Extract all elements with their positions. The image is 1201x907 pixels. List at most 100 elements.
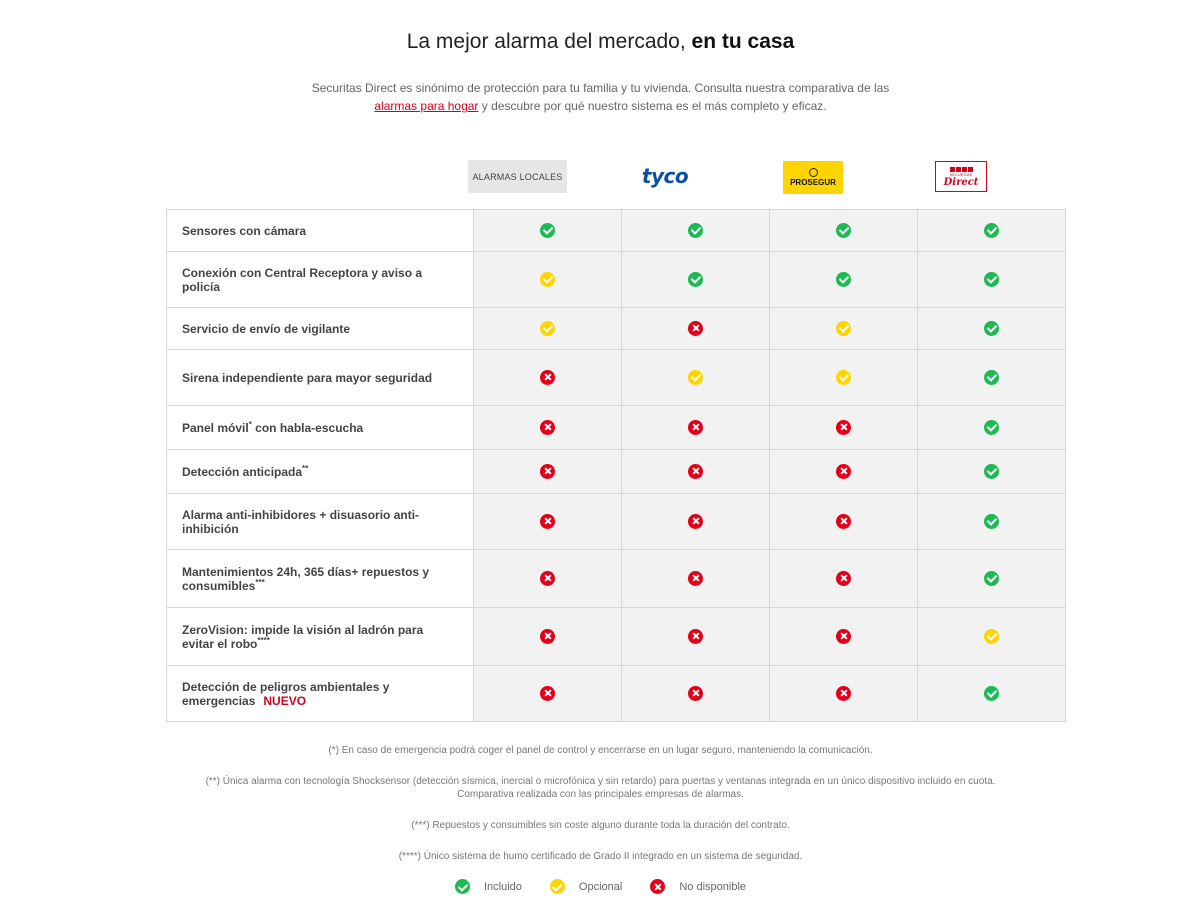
cell-tyco (621, 549, 770, 608)
check-circle-icon (540, 222, 555, 238)
x-circle-icon (688, 419, 703, 435)
cell-tyco (621, 307, 770, 350)
x-circle-icon (836, 685, 851, 701)
x-circle-icon (650, 879, 666, 894)
intro-text-after: y descubre por qué nuestro sistema es el… (478, 99, 827, 113)
feature-cell: ZeroVision: impide la visión al ladrón p… (166, 607, 474, 666)
legend-included: Incluido (455, 879, 522, 894)
x-circle-icon (540, 685, 555, 701)
feature-cell: Sirena independiente para mayor segurida… (166, 349, 474, 406)
x-circle-icon (540, 628, 555, 644)
x-circle-icon (688, 463, 703, 479)
cell-local (473, 349, 622, 406)
cell-prosegur (769, 549, 918, 608)
footnote-marker: * (248, 419, 252, 429)
x-circle-icon (540, 419, 555, 435)
provider-logos: ALARMAS LOCALES tyco PROSEGUR SECURITAS … (0, 158, 1201, 198)
feature-label: Conexión con Central Receptora y aviso a… (182, 265, 423, 294)
cell-local (473, 209, 622, 252)
check-circle-icon (688, 369, 703, 385)
home-alarms-link[interactable]: alarmas para hogar (374, 99, 479, 113)
feature-cell: Conexión con Central Receptora y aviso a… (166, 251, 474, 308)
check-circle-icon (688, 271, 703, 287)
cell-tyco (621, 607, 770, 666)
cell-securitas (917, 251, 1066, 308)
cell-securitas (917, 665, 1066, 722)
x-circle-icon (540, 463, 555, 479)
footnote-2-text: (**) Única alarma con tecnología Shockse… (205, 776, 996, 787)
comparison-table: Sensores con cámara Conexión con Central … (166, 209, 1066, 722)
table-row: Servicio de envío de vigilante (166, 307, 1066, 350)
page-title: La mejor alarma del mercado, en tu casa (0, 30, 1201, 54)
securitas-logo-text: Direct (943, 176, 979, 188)
table-row: Detección anticipada** (166, 449, 1066, 494)
cell-securitas (917, 493, 1066, 550)
x-circle-icon (540, 570, 555, 586)
cell-prosegur (769, 607, 918, 666)
footnote-3: (***) Repuestos y consumibles sin coste … (411, 820, 790, 831)
cell-prosegur (769, 209, 918, 252)
footnote-1: (*) En caso de emergencia podrá coger el… (328, 745, 873, 756)
intro-text-before: Securitas Direct es sinónimo de protecci… (311, 81, 890, 95)
check-circle-icon (984, 369, 999, 385)
check-circle-icon (836, 271, 851, 287)
table-row: ZeroVision: impide la visión al ladrón p… (166, 607, 1066, 666)
prosegur-logo-text: PROSEGUR (790, 178, 836, 187)
legend-included-label: Incluido (484, 880, 522, 893)
cell-prosegur (769, 307, 918, 350)
cell-prosegur (769, 449, 918, 494)
cell-local (473, 607, 622, 666)
securitas-logo-small-text: SECURITAS (949, 171, 973, 177)
feature-label: Sirena independiente para mayor segurida… (182, 370, 433, 385)
cell-prosegur (769, 665, 918, 722)
cell-local (473, 449, 622, 494)
table-row: Sensores con cámara (166, 209, 1066, 252)
table-row: Panel móvil* con habla-escucha (166, 405, 1066, 450)
title-bold: en tu casa (691, 30, 795, 53)
prosegur-mark-icon (808, 168, 818, 177)
cell-securitas (917, 209, 1066, 252)
feature-label-suffix: con habla-escucha (251, 420, 364, 435)
legend-optional: Opcional (549, 879, 623, 894)
feature-label: Panel móvil (182, 420, 249, 435)
cell-tyco (621, 665, 770, 722)
new-badge: NUEVO (263, 693, 307, 708)
intro-paragraph: Securitas Direct es sinónimo de protecci… (300, 79, 901, 115)
check-circle-icon (540, 320, 555, 336)
legend-optional-label: Opcional (578, 880, 623, 893)
table-row: Alarma anti-inhibidores + disuasorio ant… (166, 493, 1066, 550)
cell-local (473, 307, 622, 350)
feature-cell: Mantenimientos 24h, 365 días+ repuestos … (166, 549, 474, 608)
footnote-marker: *** (255, 577, 265, 587)
footnote-4: (****) Único sistema de humo certificado… (398, 851, 803, 862)
cell-local (473, 665, 622, 722)
tyco-logo-text: tyco (641, 164, 689, 188)
table-row: Conexión con Central Receptora y aviso a… (166, 251, 1066, 308)
tyco-logo: tyco (618, 158, 712, 194)
title-light: La mejor alarma del mercado, (406, 30, 686, 53)
check-circle-icon (836, 369, 851, 385)
cell-securitas (917, 549, 1066, 608)
x-circle-icon (836, 463, 851, 479)
check-circle-icon (984, 513, 999, 529)
legend-unavailable-label: No disponible (679, 880, 746, 893)
x-circle-icon (688, 320, 703, 336)
feature-label: Alarma anti-inhibidores + disuasorio ant… (182, 507, 420, 536)
x-circle-icon (836, 570, 851, 586)
table-row: Sirena independiente para mayor segurida… (166, 349, 1066, 406)
cell-prosegur (769, 493, 918, 550)
comparison-table-body: Sensores con cámara Conexión con Central … (166, 209, 1066, 722)
cell-tyco (621, 251, 770, 308)
cell-prosegur (769, 349, 918, 406)
cell-tyco (621, 349, 770, 406)
cell-prosegur (769, 251, 918, 308)
x-circle-icon (540, 513, 555, 529)
cell-local (473, 405, 622, 450)
feature-cell: Servicio de envío de vigilante (166, 307, 474, 350)
legend-unavailable: No disponible (650, 879, 746, 894)
check-circle-icon (455, 879, 470, 894)
check-circle-icon (688, 222, 703, 238)
x-circle-icon (688, 628, 703, 644)
check-circle-icon (836, 222, 851, 238)
footnote-marker: ** (302, 463, 309, 473)
